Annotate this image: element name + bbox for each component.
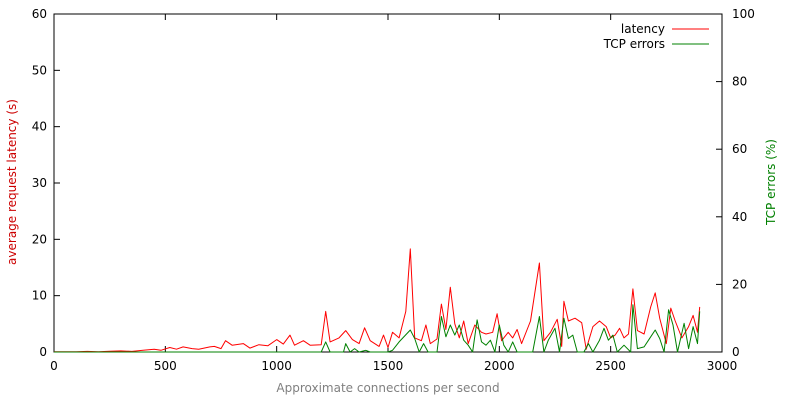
left-y-tick-label: 50: [32, 63, 47, 77]
series-line-latency: [54, 248, 701, 353]
left-y-tick-label: 0: [39, 345, 47, 359]
x-tick-label: 1500: [373, 359, 404, 373]
left-y-tick-label: 20: [32, 232, 47, 246]
series-line-tcp-errors: [54, 304, 701, 353]
right-y-axis-ticks: 0 20 40 60 80 100: [716, 7, 755, 359]
x-tick-label: 2500: [595, 359, 626, 373]
x-axis-title: Approximate connections per second: [276, 381, 499, 395]
legend-label-latency: latency: [621, 22, 665, 36]
plot-border: [53, 13, 723, 353]
plot-frame: [53, 13, 723, 353]
left-y-tick-label: 60: [32, 7, 47, 21]
x-axis-ticks: 0 500 1000 1500 2000 2500 3000: [50, 14, 737, 373]
right-y-tick-label: 60: [732, 142, 747, 156]
right-y-tick-label: 20: [732, 277, 747, 291]
left-y-axis-title: average request latency (s): [5, 99, 19, 265]
right-y-tick-label: 100: [732, 7, 755, 21]
x-tick-label: 1000: [261, 359, 292, 373]
legend: latency TCP errors: [603, 22, 709, 51]
left-y-tick-label: 40: [32, 120, 47, 134]
x-tick-label: 500: [154, 359, 177, 373]
x-tick-label: 3000: [707, 359, 738, 373]
left-y-tick-label: 30: [32, 176, 47, 190]
left-y-axis-ticks: 0 10 20 30 40 50 60: [32, 7, 60, 359]
x-tick-label: 0: [50, 359, 58, 373]
left-y-tick-label: 10: [32, 289, 47, 303]
legend-label-tcp-errors: TCP errors: [603, 37, 665, 51]
x-tick-label: 2000: [484, 359, 515, 373]
right-y-axis-title: TCP errors (%): [764, 139, 778, 226]
right-y-tick-label: 0: [732, 345, 740, 359]
right-y-tick-label: 80: [732, 75, 747, 89]
right-y-tick-label: 40: [732, 210, 747, 224]
series-layer: [54, 248, 701, 353]
